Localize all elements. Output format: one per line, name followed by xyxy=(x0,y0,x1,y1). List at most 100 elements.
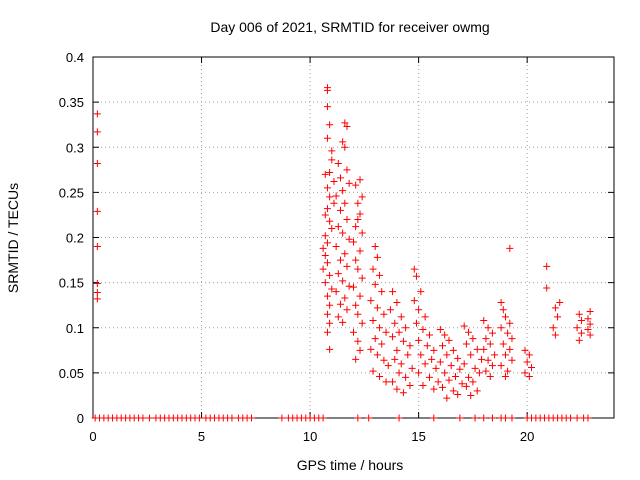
data-point-marker xyxy=(339,277,347,285)
data-point-marker xyxy=(380,356,388,364)
data-point-marker xyxy=(341,294,349,302)
data-point-marker xyxy=(399,389,407,397)
data-point-marker xyxy=(323,184,331,192)
data-point-marker xyxy=(473,345,481,353)
data-point-marker xyxy=(551,331,559,339)
data-point-marker xyxy=(482,367,490,375)
data-point-marker xyxy=(339,187,347,195)
data-point-marker xyxy=(441,331,449,339)
data-point-marker xyxy=(323,328,331,336)
data-point-marker xyxy=(382,378,390,386)
data-point-marker xyxy=(247,414,255,422)
data-point-marker xyxy=(480,414,488,422)
x-tick-label: 5 xyxy=(198,429,205,444)
data-point-marker xyxy=(343,122,351,130)
data-point-marker xyxy=(404,351,412,359)
data-point-marker xyxy=(577,329,585,337)
data-point-marker xyxy=(328,224,336,232)
data-point-marker xyxy=(421,313,429,321)
data-point-marker xyxy=(352,301,360,309)
data-point-marker xyxy=(430,346,438,354)
data-point-marker xyxy=(369,317,377,325)
data-point-marker xyxy=(378,288,386,296)
data-point-marker xyxy=(525,372,533,380)
data-point-marker xyxy=(326,271,334,279)
y-tick-label: 0.4 xyxy=(66,50,84,65)
data-point-marker xyxy=(367,297,375,305)
data-point-marker xyxy=(415,336,423,344)
x-tick-label: 15 xyxy=(411,429,425,444)
data-point-marker xyxy=(395,414,403,422)
data-point-marker xyxy=(406,342,414,350)
data-point-marker xyxy=(473,387,481,395)
data-point-marker xyxy=(93,280,101,288)
data-point-marker xyxy=(321,232,329,240)
data-point-marker xyxy=(376,324,384,332)
data-point-marker xyxy=(145,414,153,422)
data-point-marker xyxy=(328,285,336,293)
data-point-marker xyxy=(471,364,479,372)
data-point-marker xyxy=(428,355,436,363)
data-point-marker xyxy=(584,414,592,422)
data-point-marker xyxy=(521,346,529,354)
data-point-marker xyxy=(419,326,427,334)
data-point-marker xyxy=(497,362,505,370)
data-point-marker xyxy=(384,362,392,370)
data-point-marker xyxy=(352,223,360,231)
data-point-marker xyxy=(412,319,420,327)
data-point-marker xyxy=(439,342,447,350)
data-point-marker xyxy=(354,199,362,207)
data-point-marker xyxy=(573,324,581,332)
data-point-marker xyxy=(521,369,529,377)
data-point-marker xyxy=(356,247,364,255)
y-tick-label: 0.15 xyxy=(59,276,84,291)
data-point-marker xyxy=(334,159,342,167)
data-point-marker xyxy=(567,414,575,422)
data-point-marker xyxy=(334,313,342,321)
data-point-marker xyxy=(488,362,496,370)
data-point-marker xyxy=(343,306,351,314)
data-point-marker xyxy=(467,351,475,359)
data-point-marker xyxy=(484,324,492,332)
data-point-marker xyxy=(508,335,516,343)
data-point-marker xyxy=(586,320,594,328)
data-point-marker xyxy=(460,360,468,368)
data-point-marker xyxy=(456,414,464,422)
data-point-marker xyxy=(456,365,464,373)
x-axis-label: GPS time / hours xyxy=(297,457,404,473)
data-point-marker xyxy=(334,270,342,278)
data-point-marker xyxy=(93,110,101,118)
data-point-marker xyxy=(341,143,349,151)
data-point-marker xyxy=(577,317,585,325)
data-point-marker xyxy=(586,308,594,316)
y-tick-label: 0.35 xyxy=(59,95,84,110)
data-point-marker xyxy=(323,239,331,247)
data-point-marker xyxy=(389,378,397,386)
data-point-marker xyxy=(452,372,460,380)
data-point-marker xyxy=(480,345,488,353)
data-point-marker xyxy=(528,363,536,371)
data-point-marker xyxy=(475,369,483,377)
data-point-marker xyxy=(501,351,509,359)
data-point-marker xyxy=(93,243,101,251)
data-point-marker xyxy=(328,156,336,164)
data-point-marker xyxy=(93,159,101,167)
data-point-marker xyxy=(504,329,512,337)
data-point-marker xyxy=(478,355,486,363)
data-point-marker xyxy=(354,414,362,422)
data-point-marker xyxy=(319,244,327,252)
data-point-marker xyxy=(389,288,397,296)
data-point-marker xyxy=(449,346,457,354)
y-tick-label: 0.05 xyxy=(59,366,84,381)
data-point-marker xyxy=(336,206,344,214)
data-point-marker xyxy=(434,378,442,386)
data-point-marker xyxy=(497,298,505,306)
data-point-marker xyxy=(491,351,499,359)
data-point-marker xyxy=(354,265,362,273)
data-point-marker xyxy=(326,301,334,309)
data-point-marker xyxy=(501,372,509,380)
data-point-marker xyxy=(356,292,364,300)
data-point-marker xyxy=(350,238,357,246)
data-point-marker xyxy=(343,166,351,174)
data-point-marker xyxy=(326,169,334,177)
